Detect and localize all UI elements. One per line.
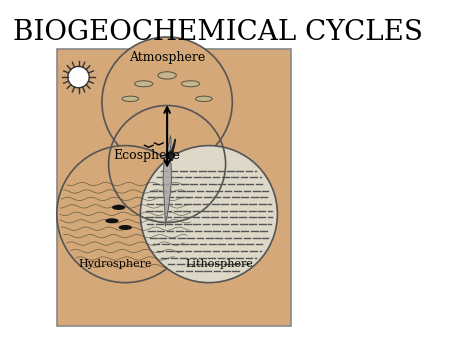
Text: Lithosphere: Lithosphere [185,259,253,269]
Ellipse shape [122,96,139,101]
Ellipse shape [112,205,126,210]
Ellipse shape [195,96,212,101]
Circle shape [140,146,277,283]
Text: BIOGEOCHEMICAL CYCLES: BIOGEOCHEMICAL CYCLES [14,19,423,46]
Text: Hydrosphere: Hydrosphere [79,259,152,269]
Polygon shape [169,139,176,161]
Ellipse shape [105,218,119,223]
Circle shape [57,146,194,283]
Circle shape [102,37,232,167]
Ellipse shape [181,81,200,87]
Ellipse shape [119,225,132,230]
Circle shape [68,66,89,88]
Text: Atmosphere: Atmosphere [129,51,205,64]
Ellipse shape [135,81,153,87]
Bar [57,49,291,326]
Polygon shape [163,136,171,226]
Text: Ecosphere: Ecosphere [113,149,180,162]
Ellipse shape [158,72,176,79]
